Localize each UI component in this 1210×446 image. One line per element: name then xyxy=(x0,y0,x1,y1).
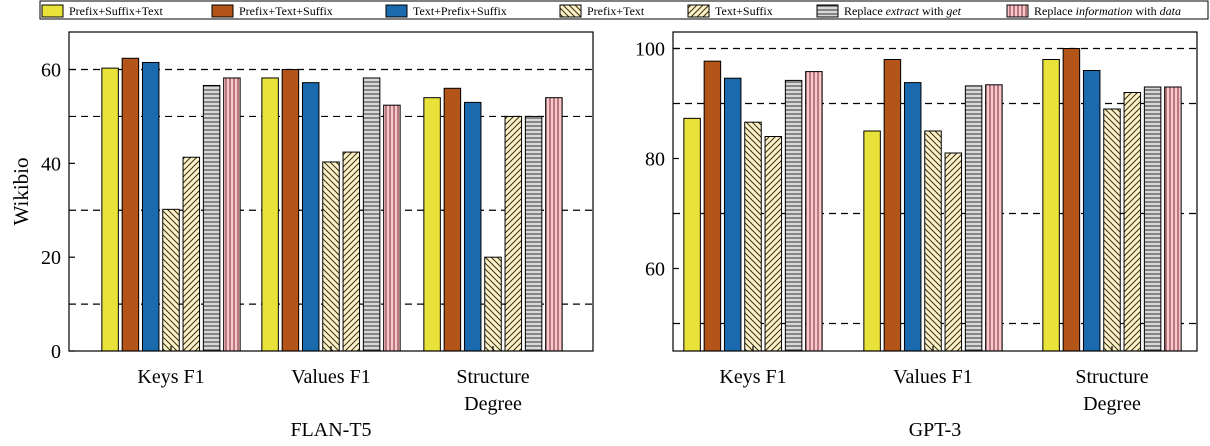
bar-2-3-3 xyxy=(1082,70,1101,352)
bar-1-3-6 xyxy=(524,115,543,352)
bar-1-2-5 xyxy=(342,151,361,352)
bar-1-1-2 xyxy=(121,57,140,352)
y-tick-label: 60 xyxy=(645,259,665,281)
y-axis-label: Wikibio xyxy=(9,158,33,226)
bar-1-1-6 xyxy=(202,84,221,352)
legend-label-4: Prefix+Text xyxy=(587,4,645,18)
y-tick-label: 20 xyxy=(41,247,61,269)
legend: Prefix+Suffix+Text Prefix+Text+Suffix Text… xyxy=(39,0,1209,20)
legend-swatch-5 xyxy=(687,4,710,18)
legend-frame xyxy=(39,0,1209,20)
x-tick-label: Keys F1 xyxy=(137,366,204,388)
bar-2-2-7 xyxy=(985,84,1003,352)
bar-1-3-2 xyxy=(443,87,462,352)
bar-2-3-1 xyxy=(1042,59,1060,352)
x-tick-label: Structure xyxy=(456,366,529,388)
y-tick-label: 80 xyxy=(645,149,665,171)
bar-1-1-7 xyxy=(223,77,241,352)
bar-1-1-3 xyxy=(141,61,160,352)
bar-2-1-4 xyxy=(744,121,762,352)
bar-2-2-3 xyxy=(903,82,922,352)
bar-1-3-7 xyxy=(545,97,563,352)
bar-1-3-5 xyxy=(504,115,523,352)
bar-2-1-2 xyxy=(703,60,722,352)
y-tick-label: 100 xyxy=(635,39,665,61)
bar-1-2-2 xyxy=(281,69,300,352)
legend-label-6: Replace extract with get xyxy=(844,4,962,18)
x-tick-label: Keys F1 xyxy=(719,366,786,388)
legend-swatch-3 xyxy=(385,4,408,18)
bar-1-1-5 xyxy=(182,156,201,352)
bar-2-1-7 xyxy=(805,71,823,352)
legend-swatch-1 xyxy=(41,4,64,18)
chart-panels: 0 20 40 60 Keys F1 Values F1 Structure Degree Wi… xyxy=(9,31,1198,441)
y-tick-label: 40 xyxy=(41,153,61,175)
plot-frame xyxy=(672,31,1198,352)
bar-1-1-1 xyxy=(101,67,119,352)
bar-2-3-4 xyxy=(1103,108,1121,352)
legend-swatch-4 xyxy=(559,4,582,18)
x-tick-label: Degree xyxy=(464,393,522,415)
bar-2-3-2 xyxy=(1062,48,1081,352)
bar-2-2-4 xyxy=(924,130,942,352)
bar-1-2-4 xyxy=(322,161,340,352)
panel-title: FLAN-T5 xyxy=(290,419,371,441)
bar-1-1-4 xyxy=(162,208,180,352)
legend-label-5: Text+Suffix xyxy=(715,4,773,18)
bar-2-1-1 xyxy=(683,117,701,352)
chart-panel-1: 0 20 40 60 Keys F1 Values F1 Structure Degree Wi… xyxy=(9,31,594,441)
bar-1-3-3 xyxy=(463,101,482,352)
legend-swatch-6 xyxy=(816,4,839,18)
bar-2-3-6 xyxy=(1143,86,1162,352)
chart-panel-2: 60 80 100 Keys F1 Values F1 Structure Degree GP… xyxy=(635,31,1198,441)
legend-label-7: Replace information with data xyxy=(1034,4,1181,18)
legend-label-1: Prefix+Suffix+Text xyxy=(69,4,163,18)
bar-2-2-6 xyxy=(964,85,983,352)
x-tick-label: Values F1 xyxy=(893,366,972,388)
bar-1-3-1 xyxy=(423,97,441,352)
bar-1-2-7 xyxy=(383,104,401,352)
bar-1-2-1 xyxy=(261,77,279,352)
bar-2-2-5 xyxy=(944,152,963,352)
y-tick-label: 0 xyxy=(51,341,61,363)
y-tick-label: 60 xyxy=(41,60,61,82)
legend-label-2: Prefix+Text+Suffix xyxy=(239,4,333,18)
bar-2-1-5 xyxy=(764,136,783,352)
legend-swatch-2 xyxy=(211,4,234,18)
bar-1-2-3 xyxy=(301,82,320,352)
legend-swatch-7 xyxy=(1006,4,1029,18)
legend-label-3: Text+Prefix+Suffix xyxy=(413,4,507,18)
bar-2-1-6 xyxy=(784,79,803,352)
bar-2-1-3 xyxy=(723,77,742,352)
x-tick-label: Degree xyxy=(1083,393,1141,415)
panel-title: GPT-3 xyxy=(909,419,962,441)
bar-1-2-6 xyxy=(362,77,381,352)
x-tick-label: Values F1 xyxy=(291,366,370,388)
bar-2-3-5 xyxy=(1123,92,1142,352)
bar-2-2-2 xyxy=(883,59,902,352)
bar-1-3-4 xyxy=(484,256,502,352)
x-tick-label: Structure xyxy=(1075,366,1148,388)
bar-2-2-1 xyxy=(863,130,881,352)
bar-2-3-7 xyxy=(1164,86,1182,352)
